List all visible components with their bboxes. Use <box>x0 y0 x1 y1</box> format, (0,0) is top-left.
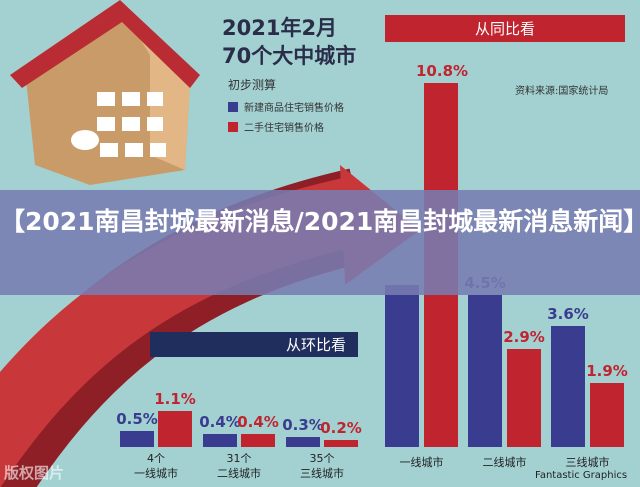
category-label: 一线城市 <box>134 467 178 480</box>
house-icon <box>10 0 200 185</box>
source-note: 资料来源:国家统计局 <box>515 86 609 97</box>
category-count: 31个 <box>226 452 252 465</box>
legend-swatch <box>228 121 238 132</box>
bar <box>468 295 502 447</box>
legend-label: 二手住宅销售价格 <box>244 123 324 134</box>
category-label: 三线城市 <box>565 456 610 469</box>
legend-label: 新建商品住宅销售价格 <box>244 103 344 114</box>
value-label: 0.5% <box>116 409 158 428</box>
category-label: 三线城市 <box>300 467 344 480</box>
value-label: 1.9% <box>586 361 628 380</box>
mom-header: 从环比看 <box>150 332 358 357</box>
category-label: 二线城市 <box>482 456 527 469</box>
value-label: 0.4% <box>237 412 279 431</box>
value-label: 0.3% <box>282 416 324 435</box>
legend-item-new: 新建商品住宅销售价格 <box>228 99 344 114</box>
bar <box>286 437 320 447</box>
title-scope: 70个大中城市 <box>222 44 357 68</box>
legend-item-used: 二手住宅销售价格 <box>228 119 324 134</box>
value-label: 0.4% <box>199 412 241 431</box>
subtitle: 初步测算 <box>228 78 277 92</box>
legend-swatch <box>228 101 238 112</box>
value-label: 2.9% <box>503 328 545 347</box>
category-label: 一线城市 <box>399 456 444 469</box>
title-date: 2021年2月 <box>222 16 338 40</box>
value-label: 1.1% <box>154 389 196 408</box>
value-label: 0.2% <box>320 419 362 438</box>
bar <box>590 382 624 447</box>
value-label: 10.8% <box>416 62 469 81</box>
bar <box>203 433 237 447</box>
bar <box>120 430 154 447</box>
credit: Fantastic Graphics <box>535 470 628 481</box>
category-count: 4个 <box>147 452 165 465</box>
bar <box>241 433 275 447</box>
bar <box>385 285 419 447</box>
value-label: 3.6% <box>547 304 589 323</box>
category-label: 二线城市 <box>217 467 261 480</box>
headline-banner[interactable]: 【2021南昌封城最新消息/2021南昌封城最新消息新闻】 <box>0 190 640 295</box>
yoy-header: 从同比看 <box>385 15 625 42</box>
bar <box>158 410 192 447</box>
watermark: 版权图片 <box>4 464 65 482</box>
category-count: 35个 <box>309 452 335 465</box>
bar <box>324 440 358 447</box>
bar <box>551 325 585 447</box>
bar <box>507 349 541 447</box>
